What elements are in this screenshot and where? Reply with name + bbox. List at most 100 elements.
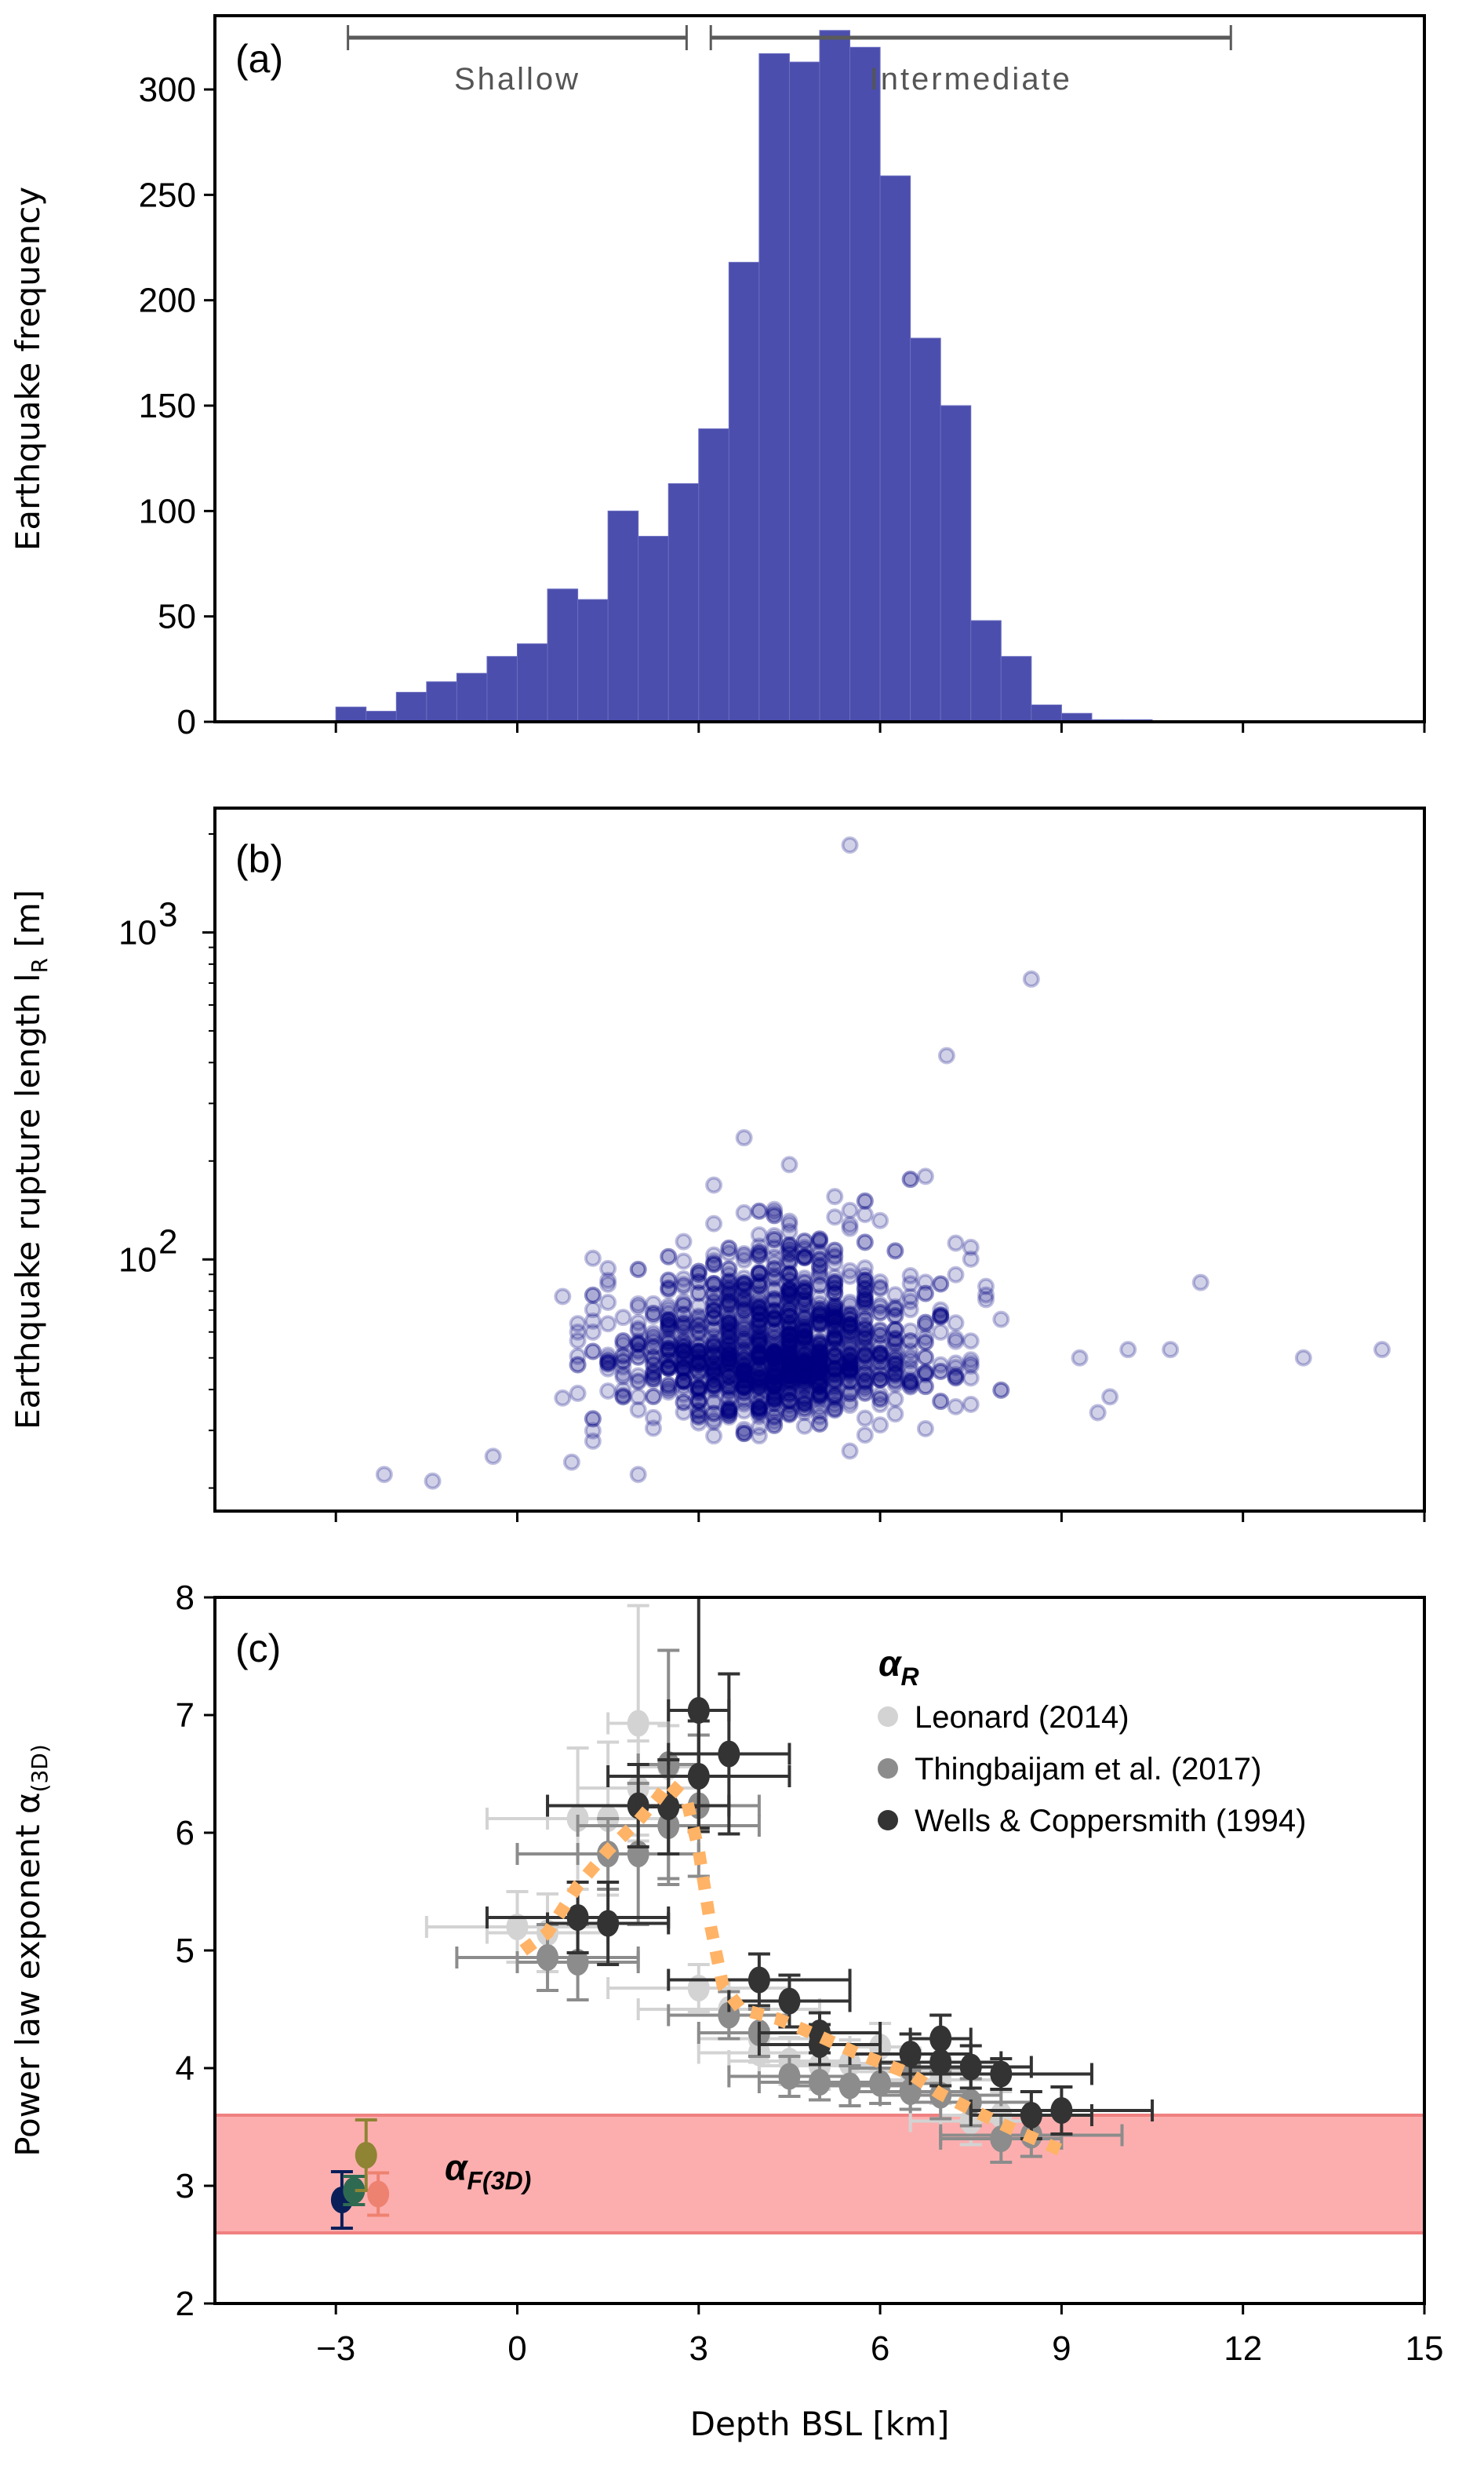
scatter-point bbox=[962, 1238, 980, 1256]
scatter-point bbox=[735, 1362, 753, 1380]
scatter-point bbox=[795, 1346, 813, 1364]
scatter-point bbox=[937, 1047, 955, 1065]
scatter-point bbox=[705, 1377, 723, 1395]
scatter-point bbox=[811, 1357, 828, 1375]
scatter-point bbox=[675, 1296, 693, 1314]
scatter-point bbox=[795, 1282, 813, 1300]
scatter-point bbox=[705, 1320, 723, 1338]
scatter-point bbox=[841, 1316, 859, 1334]
scatter-point bbox=[689, 1297, 707, 1315]
scatter-point bbox=[871, 1326, 889, 1344]
scatter-point bbox=[841, 1367, 859, 1385]
scatter-point bbox=[841, 1267, 859, 1285]
scatter-point bbox=[720, 1406, 738, 1424]
scatter-point bbox=[766, 1369, 784, 1387]
scatter-point bbox=[720, 1273, 738, 1291]
scatter-point bbox=[780, 1318, 798, 1336]
scatter-point bbox=[766, 1347, 784, 1365]
scatter-point bbox=[947, 1332, 965, 1350]
scatter-point bbox=[705, 1376, 723, 1394]
scatter-point bbox=[720, 1272, 738, 1290]
scatter-point bbox=[962, 1369, 980, 1387]
scatter-point bbox=[705, 1361, 723, 1379]
scatter-point bbox=[795, 1360, 813, 1378]
y-tick-label: 100 bbox=[139, 492, 196, 530]
scatter-point bbox=[766, 1207, 784, 1225]
scatter-point bbox=[720, 1354, 738, 1372]
scatter-point bbox=[826, 1388, 844, 1406]
scatter-point bbox=[644, 1370, 662, 1388]
scatter-point bbox=[750, 1273, 768, 1291]
scatter-point bbox=[856, 1371, 874, 1389]
scatter-point bbox=[992, 1381, 1010, 1399]
scatter-point bbox=[826, 1208, 844, 1226]
scatter-point bbox=[916, 1284, 934, 1302]
scatter-point bbox=[795, 1247, 813, 1266]
scatter-point bbox=[886, 1350, 904, 1368]
scatter-point bbox=[750, 1418, 768, 1437]
scatter-point bbox=[795, 1239, 813, 1257]
scatter-point bbox=[901, 1359, 919, 1377]
scatter-point bbox=[826, 1362, 844, 1380]
scatter-point bbox=[675, 1306, 693, 1324]
scatter-point bbox=[811, 1375, 828, 1393]
histogram-bar bbox=[607, 510, 639, 723]
scatter-point bbox=[735, 1319, 753, 1337]
scatter-point bbox=[826, 1331, 844, 1349]
scatter-point bbox=[826, 1309, 844, 1327]
scatter-point bbox=[689, 1354, 707, 1372]
scatter-point bbox=[811, 1391, 828, 1409]
scatter-point bbox=[780, 1391, 798, 1409]
scatter-point bbox=[766, 1354, 784, 1372]
scatter-point bbox=[735, 1275, 753, 1293]
scatter-point bbox=[644, 1367, 662, 1385]
scatter-point bbox=[780, 1265, 798, 1283]
scatter-point bbox=[886, 1320, 904, 1338]
scatter-point bbox=[901, 1373, 919, 1391]
scatter-point bbox=[841, 1327, 859, 1345]
scatter-point bbox=[766, 1290, 784, 1308]
scatter-point bbox=[720, 1305, 738, 1323]
scatter-point bbox=[780, 1325, 798, 1343]
data-point bbox=[718, 1740, 740, 1768]
scatter-point bbox=[689, 1384, 707, 1402]
scatter-point bbox=[780, 1236, 798, 1255]
scatter-point bbox=[916, 1364, 934, 1382]
scatter-point bbox=[705, 1359, 723, 1377]
scatter-point bbox=[705, 1255, 723, 1273]
scatter-point bbox=[841, 1335, 859, 1353]
scatter-point bbox=[886, 1405, 904, 1423]
scatter-point bbox=[932, 1307, 950, 1325]
histogram-bar bbox=[910, 337, 941, 723]
scatter-point bbox=[826, 1370, 844, 1388]
scatter-point bbox=[841, 1316, 859, 1334]
y-tick-label: 2 bbox=[176, 2285, 195, 2323]
data-point bbox=[990, 2060, 1013, 2088]
scatter-point bbox=[705, 1285, 723, 1303]
scatter-point bbox=[660, 1359, 678, 1377]
panel-label-b: (b) bbox=[235, 837, 283, 881]
scatter-point bbox=[720, 1402, 738, 1420]
scatter-point bbox=[886, 1365, 904, 1383]
y-tick-label: 10 bbox=[118, 913, 157, 952]
scatter-point bbox=[856, 1291, 874, 1309]
legend-title-subscript: R bbox=[901, 1662, 919, 1691]
scatter-point bbox=[856, 1365, 874, 1383]
scatter-point bbox=[766, 1386, 784, 1404]
scatter-point bbox=[780, 1300, 798, 1318]
scatter-point bbox=[689, 1393, 707, 1411]
scatter-point bbox=[932, 1306, 950, 1324]
scatter-point bbox=[705, 1371, 723, 1389]
scatter-point bbox=[735, 1204, 753, 1222]
scatter-point bbox=[811, 1386, 828, 1404]
scatter-point bbox=[826, 1241, 844, 1259]
scatter-point bbox=[947, 1397, 965, 1415]
scatter-point bbox=[735, 1356, 753, 1374]
scatter-point bbox=[811, 1364, 828, 1382]
scatter-point bbox=[766, 1359, 784, 1377]
scatter-point bbox=[766, 1260, 784, 1278]
scatter-point bbox=[962, 1395, 980, 1413]
scatter-point bbox=[675, 1341, 693, 1359]
scatter-point bbox=[720, 1282, 738, 1300]
scatter-point bbox=[689, 1414, 707, 1432]
